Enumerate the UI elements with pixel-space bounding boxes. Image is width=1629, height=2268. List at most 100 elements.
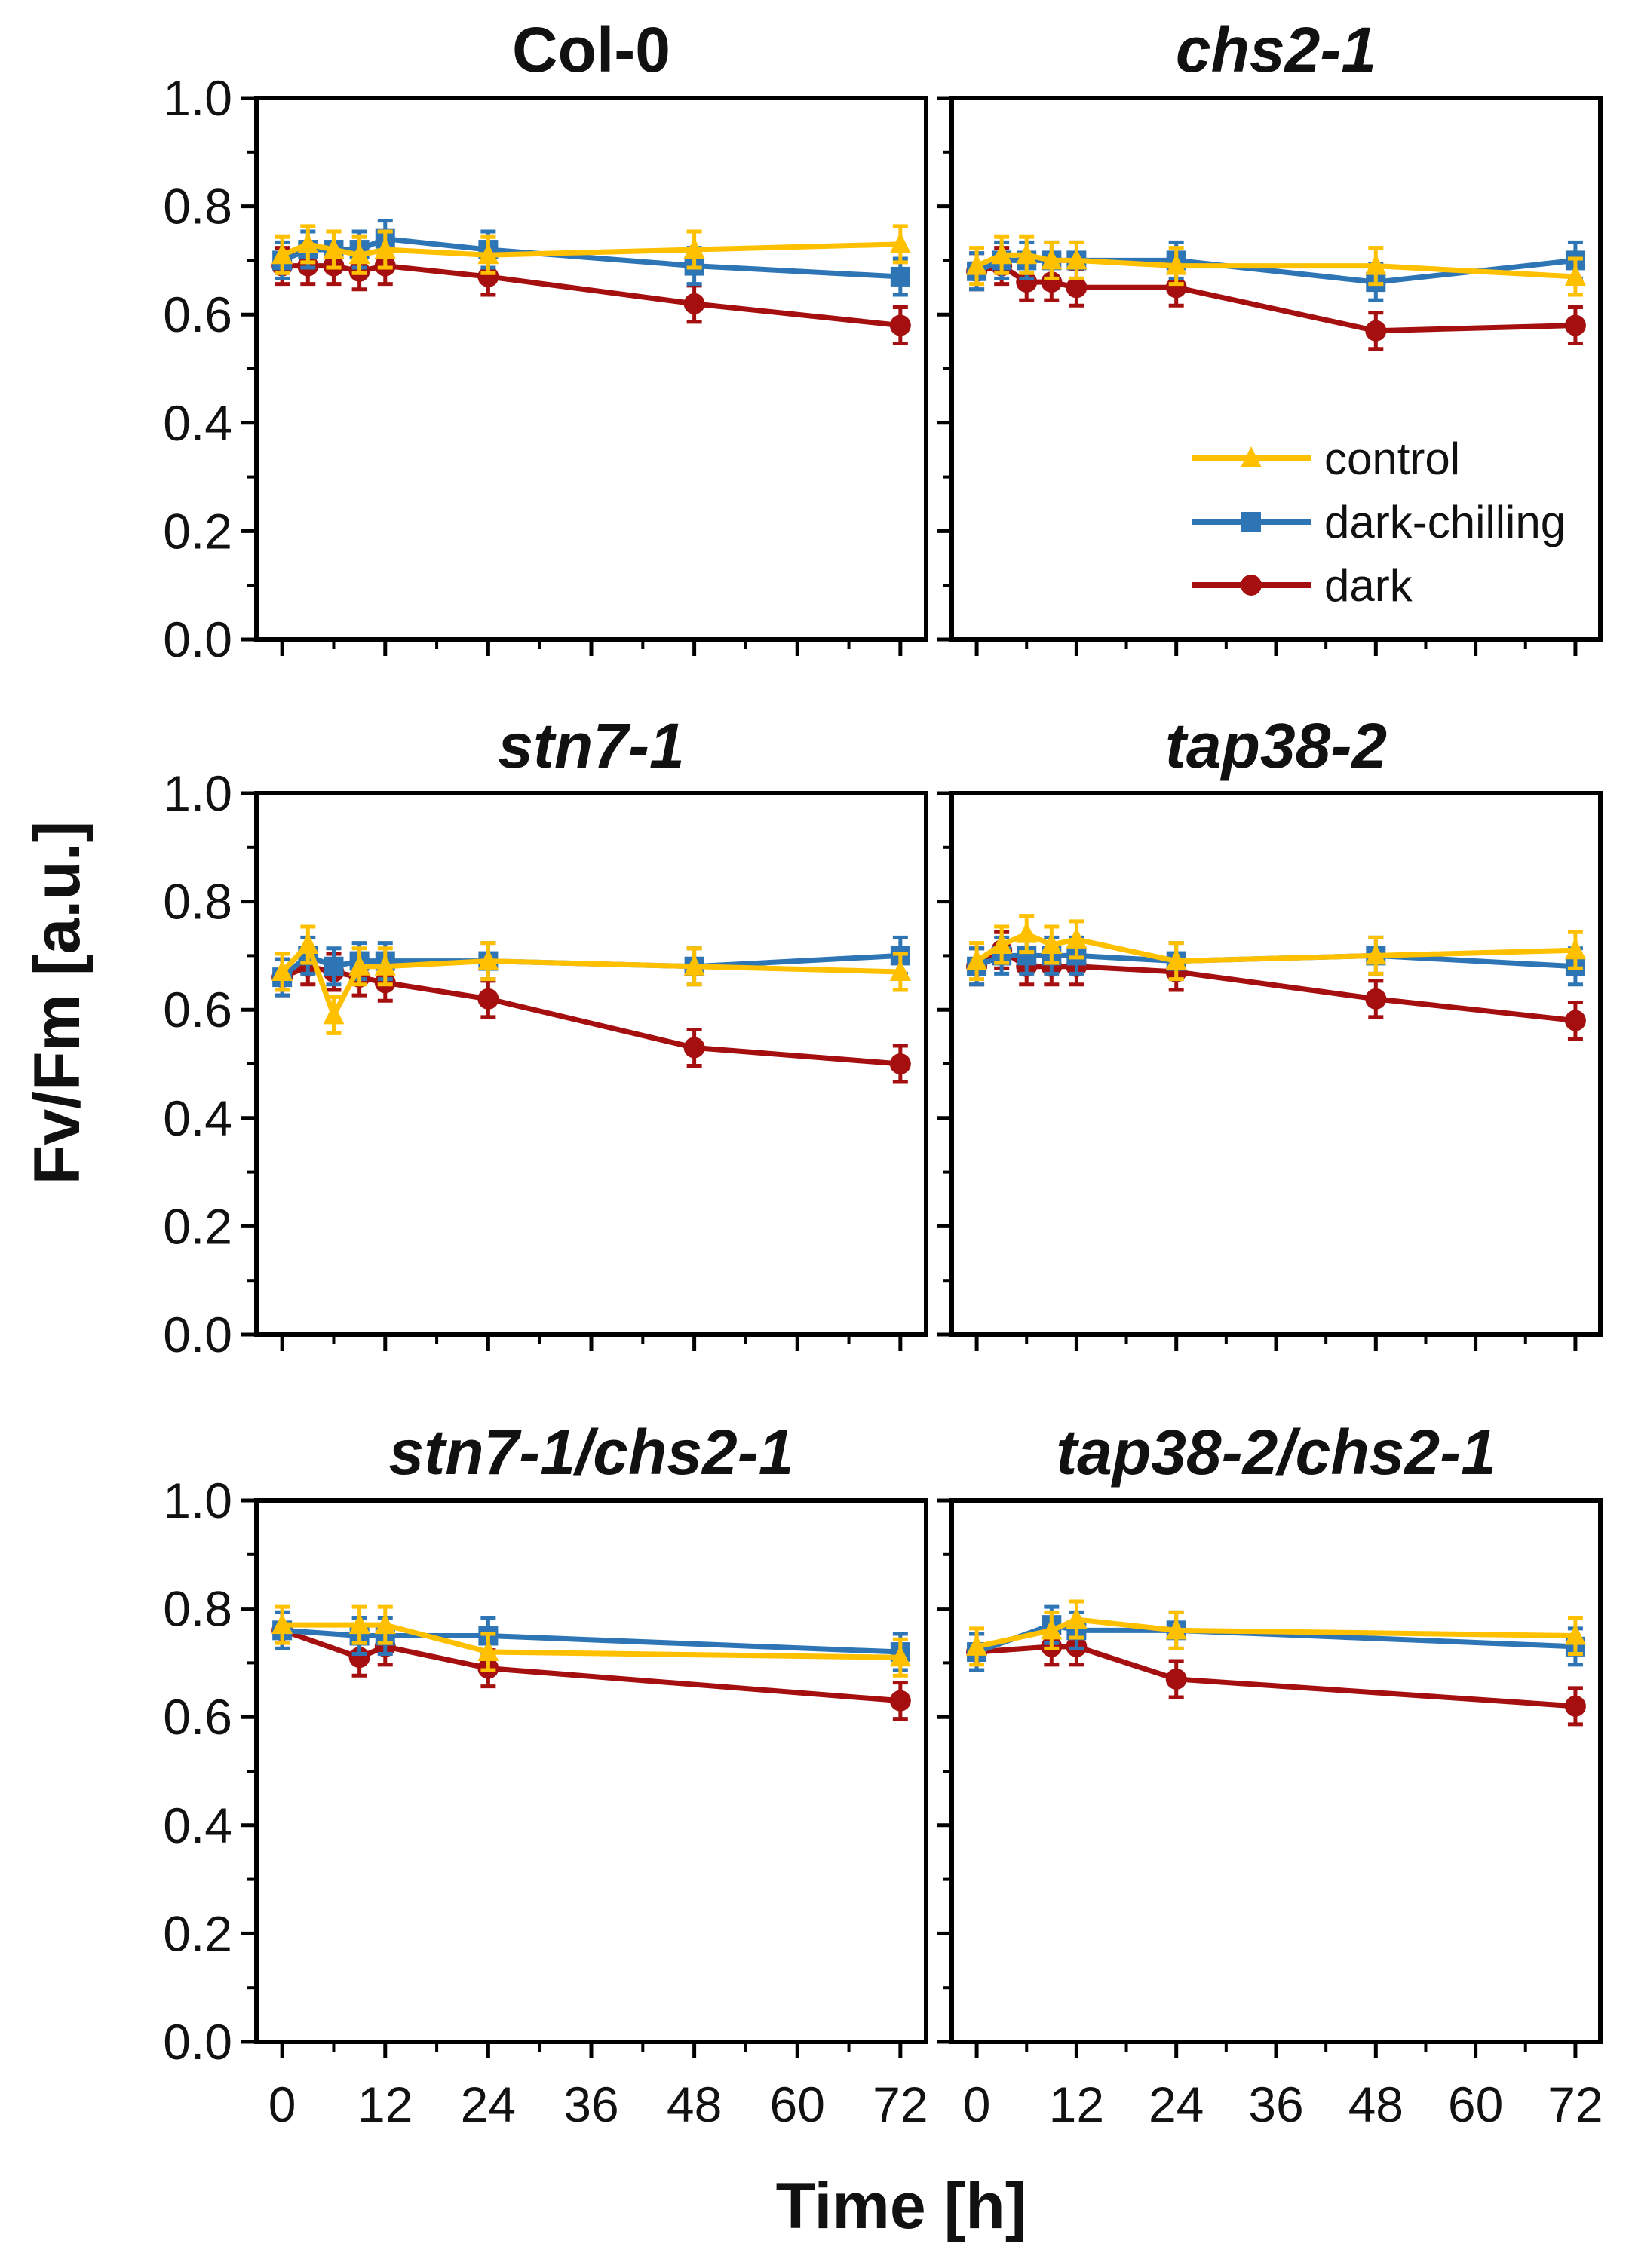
- y-axis-title: Fv/Fm [a.u.]: [21, 821, 94, 1185]
- data-point: [889, 314, 911, 336]
- data-point: [1365, 253, 1387, 275]
- data-point: [966, 949, 988, 970]
- series-line: [282, 263, 901, 329]
- panel-title: tap38-2/chs2-1: [1056, 1417, 1496, 1488]
- x-axis-title: Time [h]: [776, 2170, 1027, 2242]
- data-point: [683, 293, 705, 314]
- panel-title: stn7-1: [498, 710, 684, 781]
- y-tick-label: 0.0: [163, 611, 232, 667]
- x-tick-label: 60: [1448, 2076, 1503, 2132]
- panel-2: chs2-1 control dark-chilling dark: [937, 14, 1603, 656]
- y-tick-label: 0.2: [163, 503, 232, 559]
- y-tick-label: 0.8: [163, 179, 232, 234]
- data-point: [348, 243, 370, 265]
- y-tick-label: 0.4: [163, 395, 232, 451]
- x-tick-label: 72: [873, 2076, 928, 2132]
- legend: control dark-chilling dark: [1192, 434, 1566, 611]
- data-point: [477, 1640, 499, 1662]
- legend-marker: [1241, 446, 1262, 467]
- data-point: [1041, 933, 1063, 955]
- series-control: [966, 234, 1586, 297]
- x-tick-label: 24: [461, 2076, 516, 2132]
- data-point: [1165, 1668, 1187, 1690]
- data-point: [1016, 921, 1038, 943]
- x-tick-label: 24: [1149, 2076, 1204, 2132]
- panel-title: chs2-1: [1176, 14, 1376, 85]
- data-point: [477, 949, 499, 970]
- data-point: [683, 238, 705, 259]
- legend-marker: [1241, 512, 1261, 532]
- data-point: [966, 253, 988, 275]
- y-tick-label: 0.2: [163, 1905, 232, 1961]
- plot-frame: [254, 791, 928, 1337]
- data-point: [297, 933, 319, 955]
- data-point: [683, 1037, 705, 1059]
- data-point: [1041, 248, 1063, 270]
- panel-1: Col-0 0.0 0.2 0.4 0.6 0.8 1.0: [163, 14, 928, 667]
- data-point: [1066, 277, 1088, 299]
- panel-title: Col-0: [512, 14, 670, 85]
- data-point: [1365, 988, 1387, 1010]
- x-tick-label: 48: [667, 2076, 722, 2132]
- panel-title: stn7-1/chs2-1: [389, 1417, 794, 1488]
- data-point: [477, 243, 499, 265]
- data-point: [1564, 1695, 1586, 1717]
- y-tick-label: 0.6: [163, 982, 232, 1037]
- panel-3: stn7-1 0.0 0.2 0.4 0.6 0.8 1.0: [163, 710, 928, 1362]
- y-tick-label: 0.0: [163, 2014, 232, 2070]
- y-tick-label: 0.4: [163, 1798, 232, 1853]
- data-point: [324, 956, 344, 976]
- data-point: [348, 954, 370, 976]
- plot-frame: [949, 791, 1603, 1337]
- y-tick-label: 1.0: [163, 765, 232, 821]
- series-control: [966, 1599, 1586, 1667]
- series-control: [272, 224, 911, 275]
- data-point: [374, 238, 396, 259]
- legend-marker: [1241, 575, 1262, 596]
- data-point: [323, 1003, 345, 1025]
- data-point: [991, 933, 1013, 955]
- data-point: [1041, 1618, 1063, 1640]
- series-line: [976, 1644, 1576, 1709]
- data-point: [272, 1613, 293, 1635]
- legend-label: dark-chilling: [1324, 497, 1566, 547]
- legend-label: control: [1324, 434, 1460, 484]
- x-tick-label: 0: [268, 2076, 296, 2132]
- data-point: [1365, 943, 1387, 965]
- data-point: [966, 1634, 988, 1656]
- data-point: [1564, 1623, 1586, 1645]
- series-control: [966, 914, 1586, 982]
- data-point: [1564, 264, 1586, 286]
- plot-frame: [949, 96, 1603, 642]
- x-tick-label: 12: [357, 2076, 413, 2132]
- plot-frame: [254, 96, 928, 642]
- data-point: [477, 988, 499, 1010]
- panel-title: tap38-2: [1165, 710, 1387, 781]
- x-tick-label: 60: [770, 2076, 825, 2132]
- series-control: [272, 1604, 911, 1678]
- data-point: [889, 1053, 911, 1074]
- data-point: [1564, 938, 1586, 960]
- data-point: [297, 231, 319, 253]
- data-point: [889, 1690, 911, 1712]
- x-tick-label: 0: [963, 2076, 991, 2132]
- data-point: [889, 1645, 911, 1667]
- plot-frame: [254, 1498, 928, 2044]
- y-tick-label: 0.8: [163, 874, 232, 930]
- data-point: [1165, 253, 1187, 275]
- y-tick-label: 1.0: [163, 1473, 232, 1528]
- y-tick-label: 1.0: [163, 70, 232, 126]
- data-point: [348, 1613, 370, 1635]
- data-point: [1066, 927, 1088, 949]
- series-line: [976, 263, 1576, 334]
- data-point: [683, 954, 705, 976]
- y-tick-label: 0.2: [163, 1198, 232, 1254]
- data-point: [890, 266, 910, 287]
- panel-6: tap38-2/chs2-1 0 12 24 36 48 60 72: [937, 1417, 1603, 2132]
- series-dark-chilling: [272, 219, 910, 297]
- data-point: [272, 243, 293, 265]
- plot-frame: [949, 1498, 1603, 2044]
- y-tick-label: 0.4: [163, 1090, 232, 1146]
